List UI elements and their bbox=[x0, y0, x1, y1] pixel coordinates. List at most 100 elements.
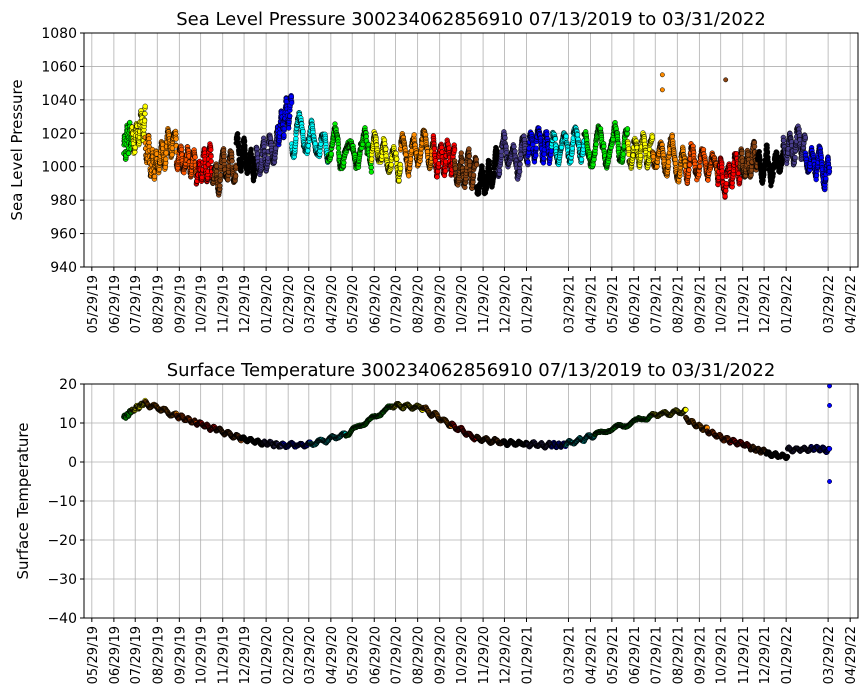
data-point bbox=[217, 172, 224, 178]
data-point bbox=[242, 143, 248, 149]
x-tick-label: 11/29/20 bbox=[477, 275, 492, 333]
data-point bbox=[498, 148, 505, 155]
data-point bbox=[163, 156, 169, 162]
data-point bbox=[525, 159, 531, 165]
data-point bbox=[442, 168, 449, 174]
data-point bbox=[397, 165, 404, 172]
data-point bbox=[578, 156, 585, 163]
data-point bbox=[541, 155, 547, 162]
data-point bbox=[213, 163, 220, 169]
data-series-11 bbox=[289, 110, 331, 165]
x-tick-label: 10/29/20 bbox=[455, 275, 470, 333]
data-point bbox=[141, 118, 148, 124]
x-tick-label: 05/29/19 bbox=[86, 275, 101, 333]
x-tick-label: 11/29/21 bbox=[737, 275, 752, 333]
x-tick-label: 04/29/22 bbox=[844, 275, 859, 333]
data-point bbox=[672, 160, 679, 167]
data-point bbox=[217, 183, 223, 189]
data-point bbox=[235, 141, 242, 148]
data-series-4 bbox=[153, 126, 180, 176]
data-point bbox=[761, 172, 767, 178]
data-series-20 bbox=[548, 124, 587, 168]
data-point bbox=[451, 147, 458, 153]
data-point bbox=[687, 162, 693, 168]
data-point bbox=[593, 141, 599, 147]
data-point bbox=[757, 156, 763, 163]
data-point bbox=[722, 193, 728, 199]
data-point bbox=[363, 133, 369, 140]
data-point bbox=[574, 132, 581, 138]
x-tick-label: 11/29/19 bbox=[217, 275, 232, 333]
data-point bbox=[544, 131, 550, 137]
data-point bbox=[781, 137, 787, 144]
data-point bbox=[552, 136, 559, 142]
x-tick-label: 06/29/19 bbox=[108, 275, 123, 333]
data-point bbox=[251, 172, 258, 178]
data-point bbox=[470, 172, 477, 178]
data-point bbox=[686, 167, 692, 173]
data-point bbox=[563, 133, 569, 139]
data-point bbox=[517, 161, 523, 167]
data-point bbox=[452, 165, 459, 171]
data-point bbox=[739, 150, 745, 157]
x-tick-label: 07/29/21 bbox=[649, 275, 664, 333]
data-point bbox=[142, 111, 148, 117]
data-point bbox=[502, 135, 508, 141]
data-point bbox=[511, 144, 517, 150]
data-point bbox=[466, 153, 472, 159]
data-series-10 bbox=[274, 93, 295, 148]
x-tick-label: 08/29/21 bbox=[671, 275, 686, 333]
data-point bbox=[479, 163, 485, 169]
x-tick-label: 06/29/20 bbox=[368, 275, 383, 333]
data-point bbox=[287, 113, 293, 119]
data-point bbox=[474, 162, 480, 168]
data-point bbox=[286, 125, 292, 131]
data-point bbox=[235, 135, 241, 141]
x-tick-label: 08/29/20 bbox=[412, 275, 427, 333]
data-point bbox=[517, 168, 523, 175]
y-tick-label: 940 bbox=[50, 260, 77, 276]
data-point bbox=[151, 173, 158, 180]
data-point bbox=[665, 159, 672, 165]
y-tick-label: 960 bbox=[50, 227, 77, 243]
data-point bbox=[383, 146, 389, 152]
x-tick-label: 03/29/22 bbox=[822, 275, 837, 333]
data-point bbox=[281, 132, 287, 138]
data-series-7 bbox=[210, 146, 239, 198]
x-tick-label: 03/29/20 bbox=[303, 275, 318, 333]
data-point bbox=[737, 176, 743, 182]
x-tick-label: 06/29/21 bbox=[628, 275, 643, 333]
data-point bbox=[248, 146, 254, 152]
data-series-18 bbox=[495, 129, 531, 182]
data-point bbox=[305, 148, 311, 154]
data-series-23 bbox=[649, 132, 689, 185]
data-point bbox=[533, 152, 539, 159]
data-point bbox=[238, 168, 244, 174]
data-point bbox=[649, 134, 656, 140]
data-point bbox=[173, 136, 179, 142]
data-point bbox=[406, 173, 412, 179]
data-point bbox=[369, 156, 375, 162]
x-tick-label: 01/29/22 bbox=[780, 275, 795, 333]
x-tick-label: 10/29/21 bbox=[715, 275, 730, 333]
data-point bbox=[697, 163, 703, 169]
data-point bbox=[751, 143, 758, 150]
x-tick-label: 05/29/21 bbox=[606, 275, 621, 333]
x-tick-label: 12/29/21 bbox=[758, 275, 773, 333]
data-point bbox=[328, 151, 334, 157]
data-point bbox=[792, 154, 798, 161]
data-point bbox=[624, 126, 631, 132]
data-point bbox=[408, 156, 414, 162]
y-tick-label: 1040 bbox=[41, 93, 77, 109]
data-series-29 bbox=[802, 143, 833, 193]
x-tick-label: 01/29/20 bbox=[260, 275, 275, 333]
data-point bbox=[233, 173, 239, 179]
data-point bbox=[169, 152, 175, 158]
data-point bbox=[764, 149, 771, 155]
data-series-14 bbox=[397, 127, 436, 179]
data-point bbox=[125, 150, 132, 156]
data-point bbox=[770, 171, 776, 177]
data-point bbox=[192, 154, 198, 160]
data-point bbox=[163, 150, 169, 156]
